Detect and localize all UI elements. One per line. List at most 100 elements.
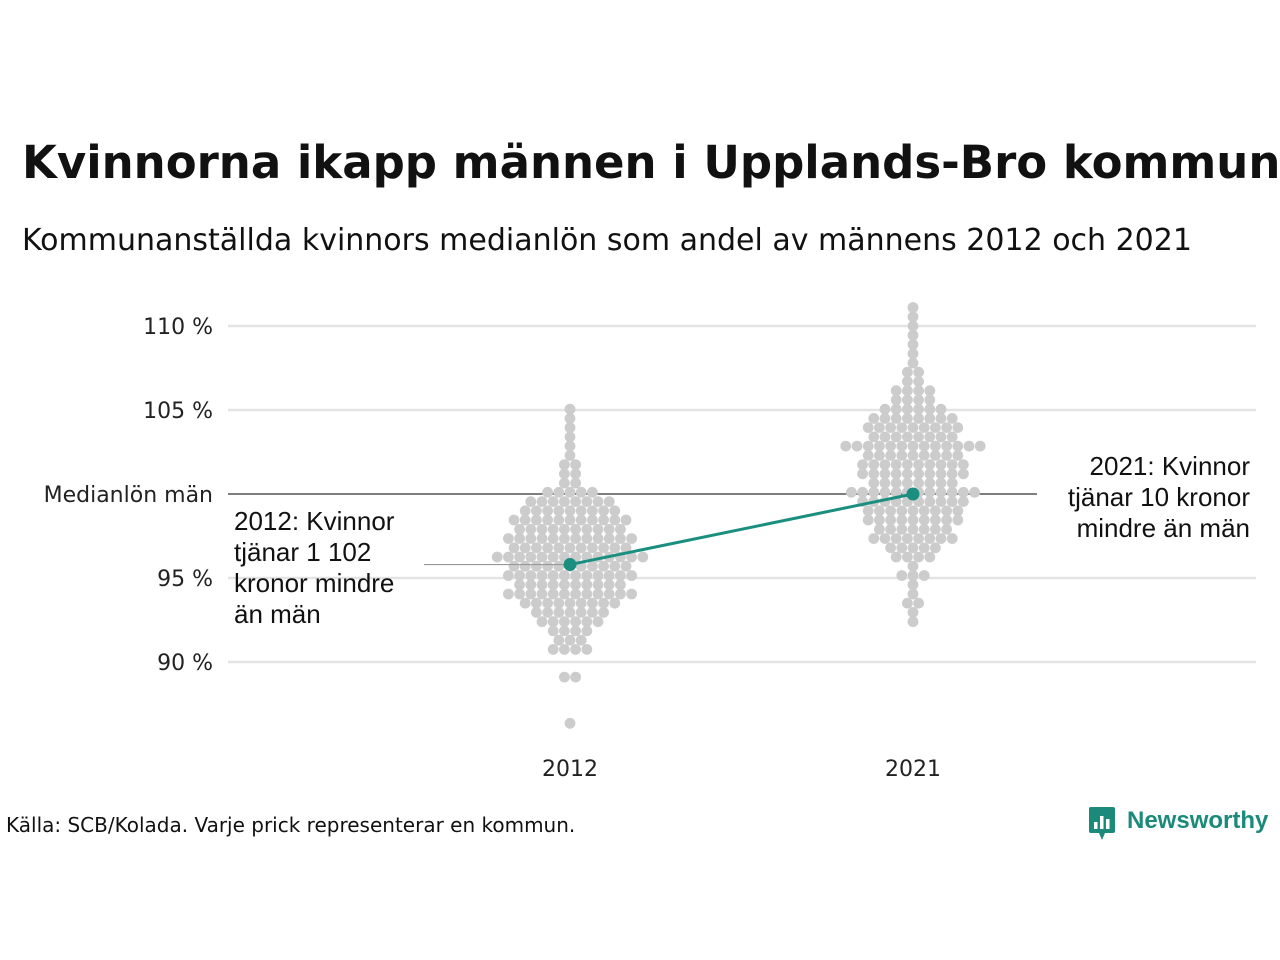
municipality-dot [564, 607, 576, 618]
municipality-dot [907, 339, 919, 350]
municipality-dot [559, 579, 570, 591]
municipality-dot [559, 533, 570, 544]
municipality-dot [519, 514, 531, 526]
municipality-dot [525, 551, 537, 563]
municipality-dot [581, 533, 593, 544]
municipality-dot [581, 625, 593, 637]
highlight-point [563, 558, 577, 572]
annotations: 2012: Kvinnor tjänar 1 102 kronor mindre än… [234, 451, 1250, 629]
municipality-dot [559, 588, 570, 600]
municipality-dot [615, 570, 626, 581]
municipality-dot [587, 560, 598, 572]
municipality-dot [564, 431, 576, 443]
municipality-dot [581, 616, 593, 628]
municipality-dot [857, 468, 868, 480]
municipality-dot [519, 505, 531, 517]
municipality-dot [907, 616, 919, 628]
municipality-dot [890, 459, 902, 470]
municipality-dot [868, 459, 880, 470]
municipality-dot [930, 440, 941, 452]
municipality-dot [581, 644, 593, 655]
municipality-dot [570, 523, 581, 535]
municipality-dot [902, 468, 913, 480]
municipality-dot [918, 450, 930, 461]
municipality-dot [924, 385, 936, 397]
municipality-dot [536, 496, 548, 507]
municipality-dot [946, 413, 958, 424]
municipality-dot [902, 413, 913, 424]
municipality-dot [575, 607, 587, 618]
municipality-dot [609, 597, 621, 609]
municipality-dot [890, 394, 902, 406]
municipality-dot [519, 597, 531, 609]
municipality-dot [542, 597, 553, 609]
municipality-dot [918, 542, 930, 554]
municipality-dot [846, 486, 857, 498]
municipality-dot [913, 376, 924, 387]
municipality-dot [503, 588, 514, 600]
municipality-dot [913, 533, 924, 544]
municipality-dot [508, 514, 520, 526]
municipality-dot [930, 505, 941, 517]
municipality-dot [941, 450, 952, 461]
municipality-dot [946, 533, 958, 544]
municipality-dot [907, 505, 919, 517]
municipality-dot [536, 579, 548, 591]
municipality-dot [553, 486, 565, 498]
municipality-dot [924, 394, 936, 406]
municipality-dot [570, 533, 581, 544]
brand-logo: Newsworthy [1089, 807, 1269, 840]
municipality-dot [935, 533, 947, 544]
municipality-dot [547, 579, 559, 591]
municipality-dot [935, 459, 947, 470]
bar-chart-logo-icon [1089, 807, 1115, 840]
municipality-dot [547, 616, 559, 628]
municipality-dot [896, 542, 908, 554]
municipality-dot [874, 450, 885, 461]
municipality-dot [559, 616, 570, 628]
municipality-dot [935, 403, 947, 415]
municipality-dot [587, 607, 598, 618]
municipality-dot [615, 533, 626, 544]
municipality-dot [531, 607, 542, 618]
municipality-dot [491, 551, 503, 563]
municipality-dot [969, 486, 980, 498]
municipality-dot [620, 514, 632, 526]
municipality-dot [874, 514, 885, 526]
municipality-dot [952, 450, 964, 461]
municipality-dot [907, 311, 919, 323]
municipality-dot [620, 542, 632, 554]
municipality-dot [508, 560, 520, 572]
municipality-dot [890, 468, 902, 480]
municipality-dot [514, 533, 525, 544]
municipality-dot [840, 440, 852, 452]
reference-line-label: Medianlön män [44, 483, 213, 508]
municipality-dot [885, 523, 896, 535]
municipality-dot [559, 671, 570, 683]
municipality-dot [536, 533, 548, 544]
source-note: Källa: SCB/Kolada. Varje prick represent… [6, 813, 575, 837]
municipality-dot [547, 588, 559, 600]
municipality-dot [553, 560, 565, 572]
municipality-dot [592, 523, 604, 535]
municipality-dot [952, 505, 964, 517]
municipality-dot [935, 431, 947, 443]
municipality-dot [907, 348, 919, 360]
municipality-dot [519, 560, 531, 572]
municipality-dot [536, 588, 548, 600]
municipality-dot [637, 551, 649, 563]
highlight-series [563, 487, 920, 572]
municipality-dot [559, 523, 570, 535]
municipality-dot [896, 514, 908, 526]
municipality-dot [626, 533, 637, 544]
municipality-dot [503, 533, 514, 544]
municipality-dot [868, 413, 880, 424]
municipality-dot [862, 505, 874, 517]
municipality-dot [519, 542, 531, 554]
municipality-dot [907, 607, 919, 618]
municipality-dot [620, 560, 632, 572]
municipality-dot [907, 579, 919, 591]
municipality-dot [902, 477, 913, 489]
municipality-dot [918, 514, 930, 526]
